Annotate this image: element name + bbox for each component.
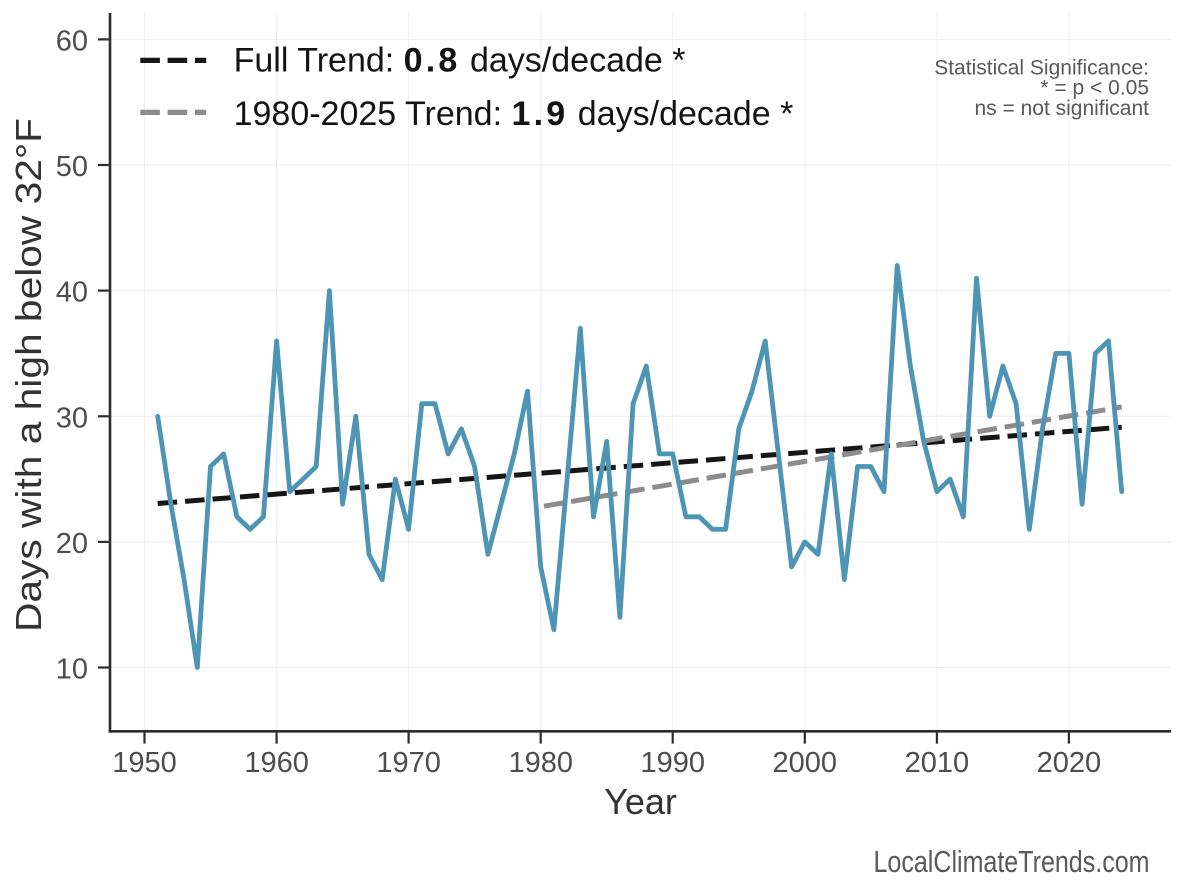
svg-text:Days with a high below 32°F: Days with a high below 32°F — [8, 118, 49, 632]
svg-text:1960: 1960 — [244, 747, 309, 779]
svg-text:Statistical Significance:: Statistical Significance: — [934, 56, 1149, 79]
svg-text:1990: 1990 — [640, 747, 705, 779]
svg-text:1980-2025 Trend: 1.9 days/deca: 1980-2025 Trend: 1.9 days/decade * — [234, 95, 794, 133]
svg-text:60: 60 — [56, 25, 88, 57]
svg-text:40: 40 — [56, 277, 88, 309]
svg-text:2010: 2010 — [905, 747, 970, 779]
svg-text:30: 30 — [56, 402, 88, 434]
svg-text:1970: 1970 — [376, 747, 441, 779]
svg-text:20: 20 — [56, 528, 88, 560]
svg-text:LocalClimateTrends.com: LocalClimateTrends.com — [874, 844, 1150, 879]
svg-text:* = p < 0.05: * = p < 0.05 — [1040, 77, 1149, 100]
svg-text:ns = not significant: ns = not significant — [974, 97, 1149, 120]
svg-text:50: 50 — [56, 151, 88, 183]
svg-text:2020: 2020 — [1037, 747, 1102, 779]
svg-text:10: 10 — [56, 654, 88, 686]
svg-text:1950: 1950 — [112, 747, 177, 779]
svg-text:Year: Year — [604, 781, 677, 822]
svg-text:1980: 1980 — [508, 747, 573, 779]
svg-text:2000: 2000 — [773, 747, 838, 779]
svg-text:Full Trend: 0.8 days/decade *: Full Trend: 0.8 days/decade * — [234, 42, 686, 80]
